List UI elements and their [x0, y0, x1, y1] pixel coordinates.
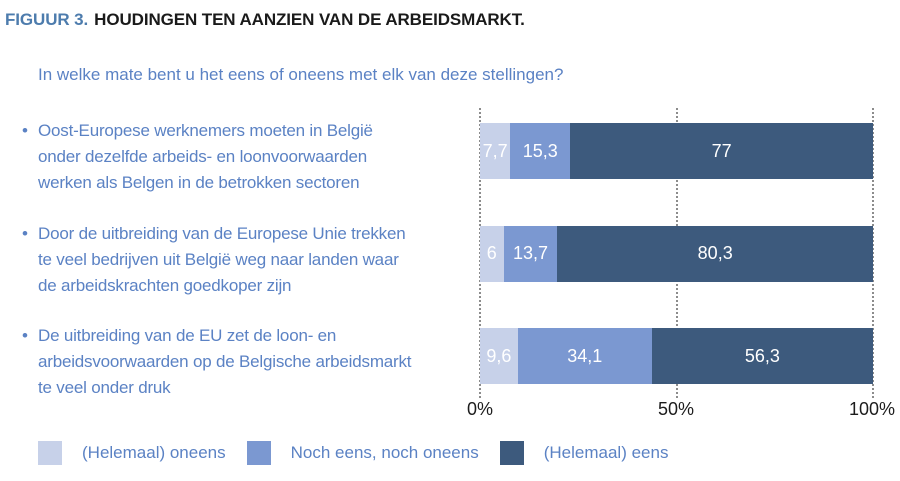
value-label: 80,3	[697, 243, 733, 263]
x-axis-tick-50: 50%	[657, 399, 695, 419]
bar-2-segment-1: 6	[480, 225, 504, 282]
value-label: 7,7	[482, 140, 508, 161]
legend-item-2: Noch eens, noch oneens	[246, 441, 479, 465]
statement-1: • Oost-Europese werknemers moeten in Belg…	[22, 118, 466, 196]
bar-1-segment-3: 77	[570, 123, 873, 179]
bar-1-segment-1: 7,7	[480, 123, 511, 179]
value-label: 34,1	[567, 345, 603, 366]
bullet-icon: •	[22, 121, 28, 140]
legend-label: (Helemaal) oneens	[82, 443, 226, 462]
legend-swatch	[499, 441, 524, 465]
bar-3-segment-3: 56,3	[651, 328, 873, 384]
bar-3-segment-2: 34,1	[517, 328, 652, 384]
bar-row-3: 9,6 34,1 56,3	[480, 328, 873, 384]
figure-label: FIGUUR 3.	[5, 10, 89, 29]
bar-2-segment-3: 80,3	[557, 225, 873, 282]
bullet-icon: •	[22, 223, 28, 243]
figure-header: FIGUUR 3. HOUDINGEN TEN AANZIEN VAN DE AR…	[5, 9, 525, 31]
bullet-icon: •	[22, 326, 28, 345]
x-axis-tick-0: 0%	[466, 399, 494, 419]
value-label: 6	[486, 243, 497, 263]
bar-chart-plot-area: 7,7 15,3 77 6 13,7 80,3 9,6 34,1 56,3	[479, 108, 874, 398]
bar-row-2: 6 13,7 80,3	[480, 225, 873, 282]
legend-label: (Helemaal) eens	[543, 443, 669, 462]
bar-1-segment-2: 15,3	[510, 123, 571, 179]
x-axis-tick-100: 100%	[848, 399, 896, 419]
statement-text: Door de uitbreiding van de Europese Unie…	[38, 223, 406, 295]
value-label: 56,3	[744, 345, 780, 366]
survey-question: In welke mate bent u het eens of oneens …	[38, 65, 564, 84]
bar-2-segment-2: 13,7	[503, 225, 558, 282]
statement-2: • Door de uitbreiding van de Europese Uni…	[22, 221, 466, 299]
bar-3-segment-1: 9,6	[480, 328, 518, 384]
legend: (Helemaal) oneens Noch eens, noch oneens (…	[38, 441, 668, 465]
value-label: 77	[711, 140, 732, 161]
statement-text: Oost-Europese werknemers moeten in Belgi…	[38, 121, 373, 192]
statement-text: De uitbreiding van de EU zet de loon- en…	[38, 326, 412, 397]
legend-swatch	[246, 441, 271, 465]
legend-label: Noch eens, noch oneens	[290, 443, 479, 462]
legend-swatch	[38, 441, 62, 465]
legend-item-1: (Helemaal) oneens	[38, 441, 226, 465]
value-label: 15,3	[522, 140, 558, 161]
statement-3: • De uitbreiding van de EU zet de loon- e…	[22, 323, 466, 401]
legend-item-3: (Helemaal) eens	[499, 441, 669, 465]
value-label: 9,6	[486, 345, 512, 366]
value-label: 13,7	[512, 243, 549, 263]
figure-title: HOUDINGEN TEN AANZIEN VAN DE ARBEIDSMARK…	[94, 10, 525, 29]
bar-row-1: 7,7 15,3 77	[480, 123, 873, 179]
gridline-100-percent	[872, 108, 874, 398]
